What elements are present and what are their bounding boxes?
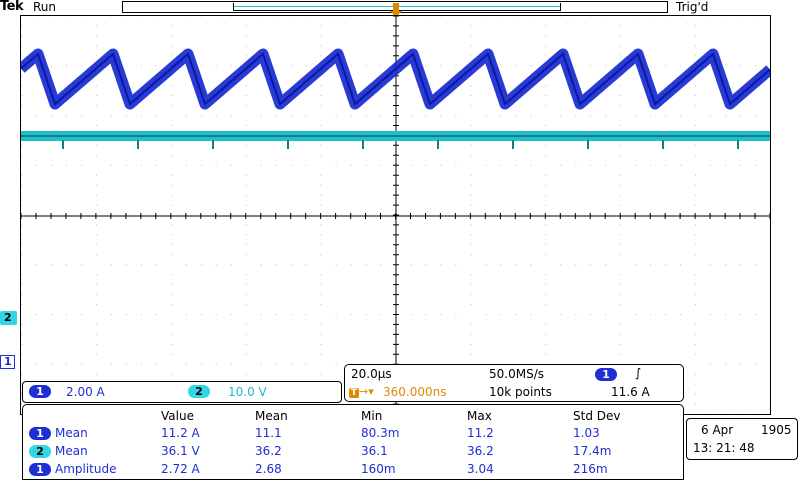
meas-name: Mean: [55, 426, 88, 440]
meas-max: 36.2: [467, 444, 494, 458]
ch2-ground-marker[interactable]: 2: [0, 311, 17, 325]
meas-value: 36.1 V: [161, 444, 200, 458]
col-header-value: Value: [161, 409, 194, 423]
ch2-badge[interactable]: 2: [188, 385, 210, 398]
measurements-panel[interactable]: Value Mean Min Max Std Dev 1 Mean 11.2 A…: [22, 404, 684, 480]
ch1-ground-marker[interactable]: 1: [0, 355, 15, 369]
brand-logo: Tek: [0, 0, 24, 14]
meas-std-dev: 1.03: [573, 426, 600, 440]
ch1-badge[interactable]: 1: [29, 385, 51, 398]
meas-name: Amplitude: [55, 462, 117, 476]
col-header-mean: Mean: [255, 409, 288, 423]
meas-min: 160m: [361, 462, 396, 476]
horizontal-readout[interactable]: 20.0µs 50.0MS/s 1 ∫ T →▾ 360.000ns 10k po…: [344, 364, 684, 402]
axis-ticks: [21, 16, 770, 414]
meas-mean: 2.68: [255, 462, 282, 476]
meas-channel-badge: 2: [29, 445, 51, 458]
acquisition-state[interactable]: Run: [33, 0, 57, 14]
trigger-slope-icon: ∫: [635, 366, 642, 380]
col-header-std-dev: Std Dev: [573, 409, 621, 423]
time: 13: 21: 48: [693, 441, 755, 455]
trigger-position-icon: T →▾: [349, 385, 374, 398]
trigger-source-badge[interactable]: 1: [595, 368, 617, 381]
ch2-scale: 10.0 V: [228, 385, 267, 399]
graticule-svg: [21, 16, 770, 414]
meas-mean: 36.2: [255, 444, 282, 458]
meas-min: 36.1: [361, 444, 388, 458]
datetime-readout: 6 Apr 1905 13: 21: 48: [686, 418, 798, 460]
record-length: 10k points: [489, 385, 552, 399]
meas-channel-badge: 1: [29, 463, 51, 476]
ch2-waveform-spikes: [62, 140, 739, 149]
measurement-row[interactable]: 1 Mean 11.2 A 11.1 80.3m 11.2 1.03: [23, 426, 683, 443]
trigger-status: Trig'd: [676, 0, 709, 14]
channel-scale-readout[interactable]: 1 2.00 A 2 10.0 V: [22, 381, 342, 403]
meas-std-dev: 216m: [573, 462, 608, 476]
date: 6 Apr: [701, 423, 734, 437]
meas-max: 11.2: [467, 426, 494, 440]
meas-value: 11.2 A: [161, 426, 200, 440]
ch1-scale: 2.00 A: [66, 385, 105, 399]
meas-channel-badge: 1: [29, 427, 51, 440]
meas-name: Mean: [55, 444, 88, 458]
meas-max: 3.04: [467, 462, 494, 476]
measurement-row[interactable]: 2 Mean 36.1 V 36.2 36.1 36.2 17.4m: [23, 444, 683, 461]
meas-std-dev: 17.4m: [573, 444, 612, 458]
meas-value: 2.72 A: [161, 462, 200, 476]
ch1-waveform-core: [21, 52, 770, 106]
year: 1905: [761, 423, 792, 437]
trigger-position-value: 360.000ns: [383, 385, 447, 399]
sample-rate: 50.0MS/s: [489, 367, 544, 381]
meas-mean: 11.1: [255, 426, 282, 440]
col-header-min: Min: [361, 409, 383, 423]
time-per-div: 20.0µs: [351, 367, 392, 381]
waveform-graticule[interactable]: [20, 15, 771, 415]
col-header-max: Max: [467, 409, 492, 423]
meas-min: 80.3m: [361, 426, 400, 440]
trigger-level: 11.6 A: [611, 385, 650, 399]
measurement-row[interactable]: 1 Amplitude 2.72 A 2.68 160m 3.04 216m: [23, 462, 683, 479]
